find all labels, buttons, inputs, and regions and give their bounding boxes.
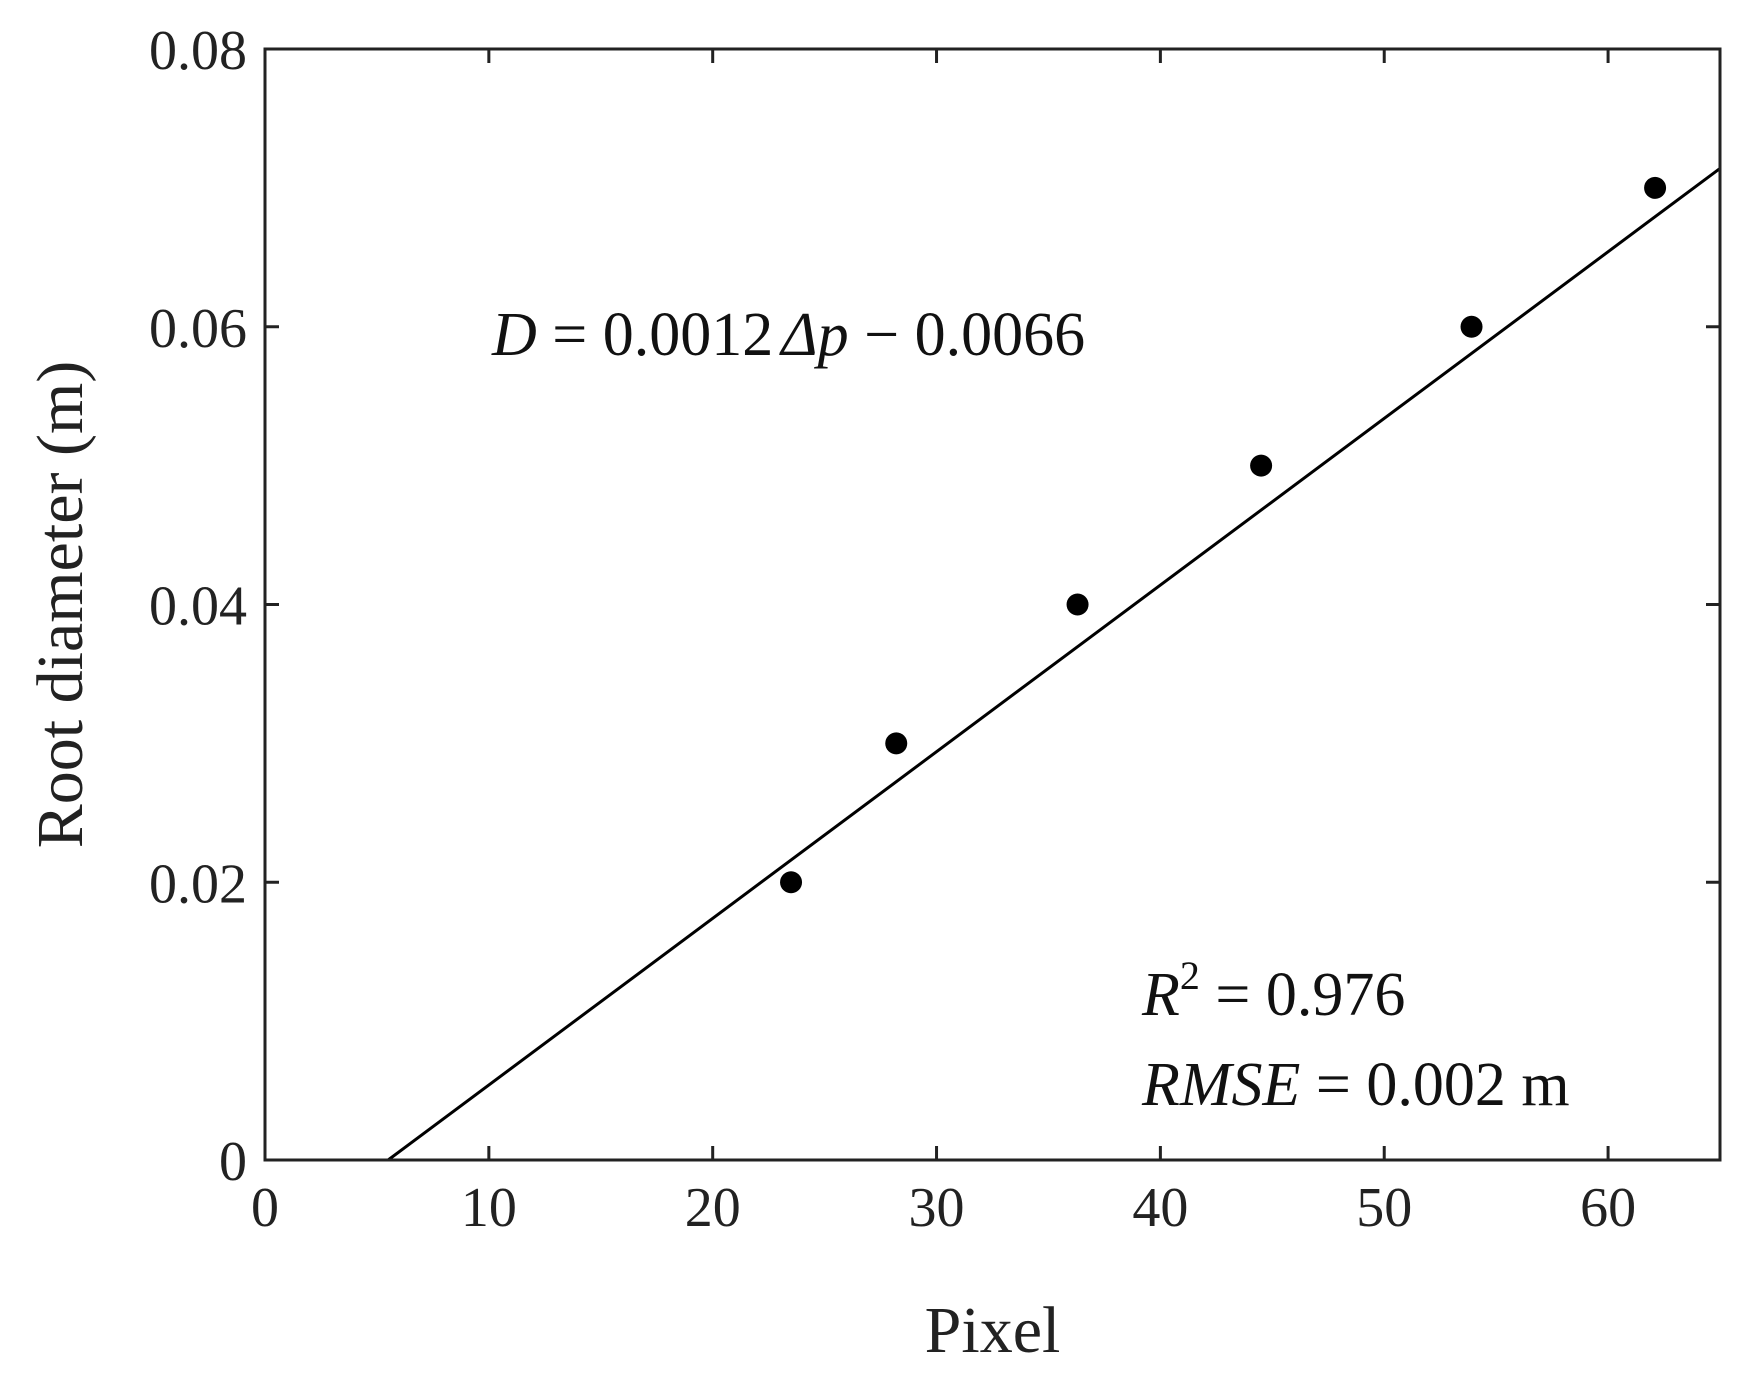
r2-symbol: R <box>1141 961 1180 1029</box>
rmse-annotation: RMSE = 0.002 m <box>1141 1051 1570 1119</box>
equation-slope: = 0.0012 <box>537 301 773 369</box>
x-tick-label: 10 <box>461 1177 517 1239</box>
rmse-value: = 0.002 m <box>1300 1051 1569 1119</box>
rmse-symbol: RMSE <box>1141 1051 1300 1119</box>
y-tick-label: 0.04 <box>149 576 247 638</box>
r2-value: = 0.976 <box>1200 961 1405 1029</box>
regression-line <box>387 167 1721 1162</box>
ticks-layer: 0 10 20 30 40 50 60 0 0.02 0.04 0.06 0.08 <box>149 20 1720 1239</box>
y-tick-label: 0 <box>219 1131 247 1193</box>
data-point <box>1644 176 1667 199</box>
x-tick-label: 20 <box>685 1177 741 1239</box>
x-tick-label: 60 <box>1580 1177 1636 1239</box>
plot-frame <box>263 47 1722 1162</box>
data-point <box>780 871 803 894</box>
x-axis-title: Pixel <box>925 1294 1061 1367</box>
x-tick-label: 0 <box>251 1177 279 1239</box>
equation-intercept: − 0.0066 <box>849 301 1085 369</box>
equation-delta: Δp <box>778 301 848 369</box>
equation-lhs: D <box>491 301 537 369</box>
data-points-layer <box>780 176 1667 894</box>
r-squared-annotation: R2 = 0.976 <box>1141 953 1405 1029</box>
y-axis-title: Root diameter (m) <box>24 361 97 849</box>
data-point <box>1066 593 1089 616</box>
x-tick-label: 50 <box>1356 1177 1412 1239</box>
data-point <box>885 732 908 755</box>
data-point <box>1250 454 1273 477</box>
x-tick-label: 30 <box>909 1177 965 1239</box>
y-tick-label: 0.02 <box>149 853 247 915</box>
y-tick-label: 0.06 <box>149 298 247 360</box>
x-tick-label: 40 <box>1132 1177 1188 1239</box>
data-point <box>1460 315 1483 338</box>
regression-equation: D = 0.0012 Δp − 0.0066 <box>491 301 1085 369</box>
y-tick-label: 0.08 <box>149 20 247 82</box>
r2-superscript: 2 <box>1180 953 1200 998</box>
fit-line-layer <box>387 167 1721 1162</box>
